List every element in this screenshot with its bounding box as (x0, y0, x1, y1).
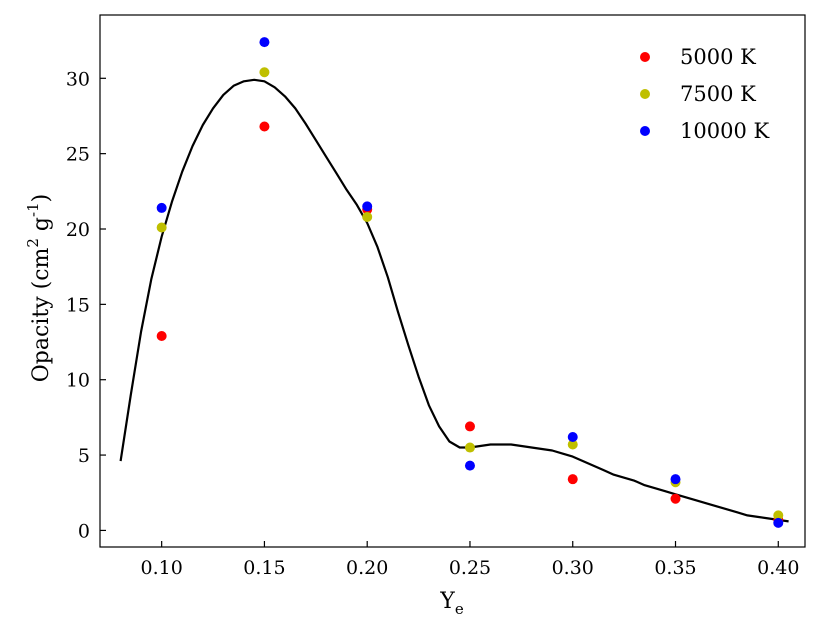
fit-curve (119, 78, 789, 523)
y-tick-label: 0 (78, 520, 90, 542)
legend-label: 10000 K (680, 119, 769, 143)
legend-label: 5000 K (680, 45, 756, 69)
point-series-2 (156, 222, 167, 233)
x-tick-label: 0.25 (449, 557, 491, 579)
x-tick-label: 0.40 (757, 557, 799, 579)
point-series-3 (670, 474, 681, 485)
point-series-1 (156, 331, 167, 342)
y-tick-label: 30 (66, 68, 90, 90)
y-tick-label: 15 (66, 294, 90, 316)
point-series-3 (464, 460, 475, 471)
y-axis-title: Opacity (cm2 g-1) (24, 194, 54, 382)
y-axis-title-superscript-2: -1 (24, 202, 42, 217)
point-series-3 (259, 37, 270, 48)
point-series-2 (259, 67, 270, 78)
x-axis: 0.10 0.15 0.20 0.25 0.30 0.35 0.40 (141, 541, 799, 579)
y-tick-label: 10 (66, 370, 90, 392)
point-series-2 (362, 211, 373, 222)
x-axis-title: Ye (439, 589, 464, 618)
point-series-3 (773, 517, 784, 528)
point-series-3 (362, 201, 373, 212)
point-series-2 (567, 439, 578, 450)
y-tick-label: 5 (78, 445, 90, 467)
point-series-1 (670, 493, 681, 504)
plot-frame (99, 14, 806, 548)
y-axis: 0 5 10 15 20 25 30 (66, 68, 106, 542)
point-series-2 (773, 510, 784, 521)
point-series-3 (567, 431, 578, 442)
y-axis-title-superscript-1: 2 (24, 238, 42, 248)
point-series-1 (464, 421, 475, 432)
legend: 5000 K 7500 K 10000 K (640, 45, 769, 143)
legend-marker (640, 89, 650, 99)
point-series-1 (567, 474, 578, 485)
x-tick-label: 0.30 (552, 557, 594, 579)
legend-marker (640, 126, 650, 136)
x-tick-label: 0.20 (346, 557, 388, 579)
point-series-1 (259, 121, 270, 132)
plot-area (119, 37, 789, 528)
y-axis-title-end: ) (29, 194, 54, 203)
x-tick-label: 0.35 (654, 557, 696, 579)
x-tick-label: 0.15 (243, 557, 285, 579)
point-series-2 (464, 442, 475, 453)
point-series-3 (156, 202, 167, 213)
x-tick-label: 0.10 (141, 557, 183, 579)
y-tick-label: 20 (66, 219, 90, 241)
x-axis-title-subscript: e (455, 600, 464, 618)
y-tick-label: 25 (66, 144, 90, 166)
legend-label: 7500 K (680, 82, 756, 106)
legend-marker (640, 52, 650, 62)
y-axis-title-mid: g (29, 217, 54, 238)
